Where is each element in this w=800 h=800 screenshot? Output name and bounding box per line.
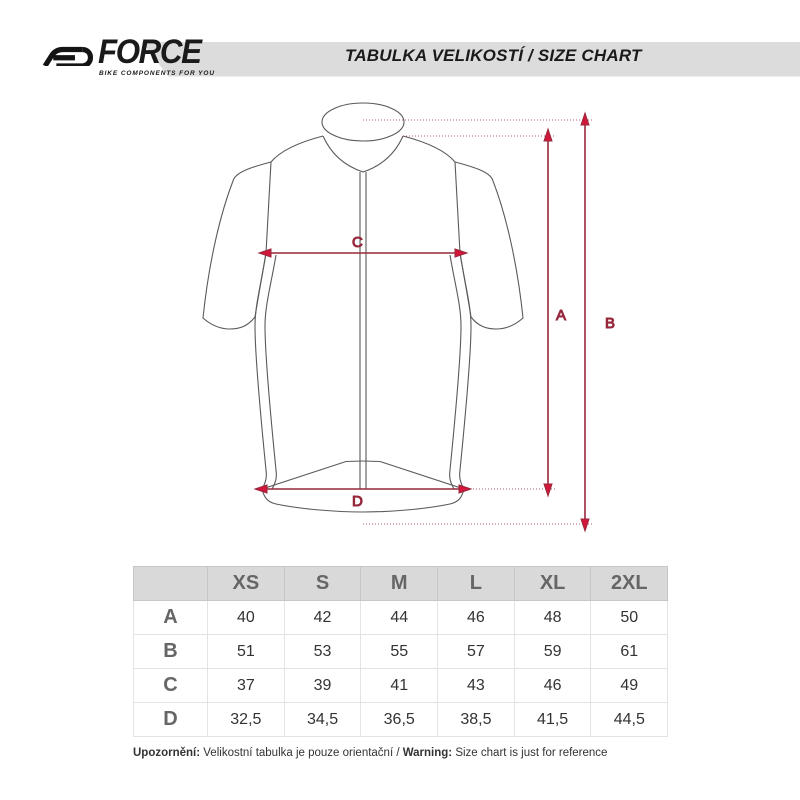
- svg-text:C: C: [352, 234, 363, 251]
- svg-text:D: D: [352, 493, 363, 510]
- svg-text:A: A: [556, 307, 566, 324]
- svg-text:B: B: [605, 315, 615, 332]
